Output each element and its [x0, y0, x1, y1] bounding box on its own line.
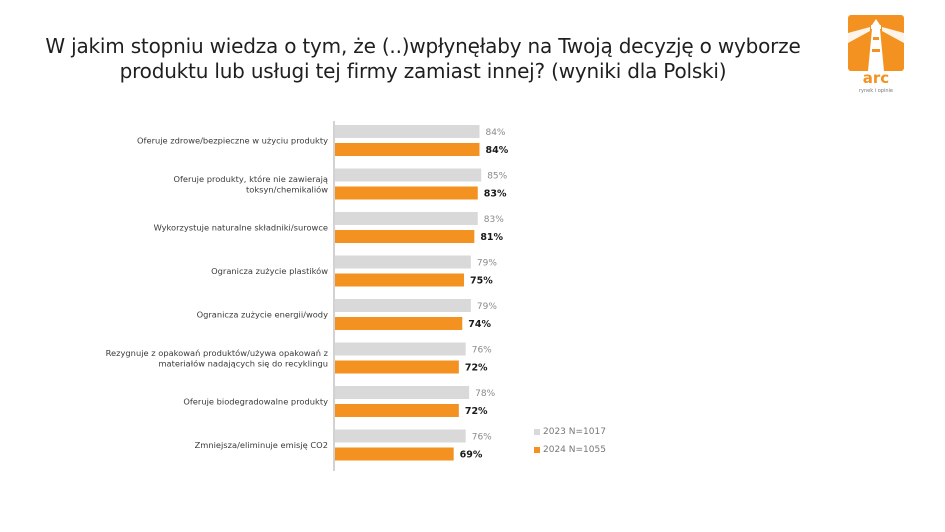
- bar-2024: [335, 360, 459, 374]
- bar-2023: [335, 386, 470, 399]
- bar-2024: [335, 186, 478, 200]
- chart-title: W jakim stopniu wiedza o tym, że (..)wpł…: [28, 34, 818, 84]
- data-label-2024: 72%: [465, 363, 488, 374]
- legend-swatch-2023: [534, 428, 540, 435]
- category-label: Ogranicza zużycie energii/wody: [197, 310, 329, 320]
- category-label: Rezygnuje z opakowań produktów/używa opa…: [106, 348, 328, 369]
- data-label-2024: 81%: [480, 232, 503, 243]
- data-label-2023: 76%: [472, 346, 492, 356]
- arc-logo-graphic: arc rynek i opinie: [848, 15, 904, 94]
- bar-2023: [335, 212, 478, 225]
- legend-item-2024: 2024 N=1055: [534, 443, 606, 456]
- bar-2024: [335, 230, 475, 243]
- data-label-2023: 85%: [487, 172, 507, 182]
- category-label: Wykorzystuje naturalne składniki/surowce: [154, 223, 328, 233]
- data-label-2024: 72%: [465, 406, 488, 417]
- bar-2024: [335, 143, 480, 156]
- bar-2023: [335, 168, 482, 182]
- data-label-2024: 69%: [460, 450, 483, 461]
- bar-2023: [335, 342, 466, 356]
- arc-logo: arc rynek i opinie: [846, 15, 906, 95]
- legend-swatch-2024: [534, 446, 540, 453]
- data-label-2023: 79%: [477, 302, 497, 312]
- legend-item-2023: 2023 N=1017: [534, 425, 606, 438]
- category-label: Oferuje produkty, które nie zawierają tok…: [173, 174, 328, 195]
- category-label: Ogranicza zużycie plastików: [211, 266, 328, 276]
- bar-2023: [335, 429, 466, 443]
- data-label-2023: 76%: [472, 433, 492, 443]
- category-label: Zmniejsza/eliminuje emisję CO2: [195, 440, 328, 450]
- bar-2023: [335, 125, 480, 138]
- bar-2023: [335, 255, 471, 269]
- bar-2023: [335, 299, 471, 312]
- bar-2024: [335, 404, 459, 417]
- data-label-2024: 84%: [485, 145, 508, 156]
- data-label-2024: 75%: [470, 276, 493, 287]
- data-label-2023: 83%: [484, 215, 504, 225]
- bar-2024: [335, 317, 463, 330]
- data-label-2024: 74%: [468, 319, 491, 330]
- chart-legend: 2023 N=1017 2024 N=1055: [534, 425, 606, 461]
- data-label-2023: 79%: [477, 259, 497, 269]
- legend-label-2024: 2024 N=1055: [543, 444, 606, 455]
- bar-2024: [335, 447, 454, 461]
- chart-title-line-1: W jakim stopniu wiedza o tym, że (..)wpł…: [45, 34, 801, 58]
- legend-label-2023: 2023 N=1017: [543, 426, 606, 437]
- bar-2024: [335, 273, 464, 287]
- data-label-2024: 83%: [484, 189, 507, 200]
- logo-tagline: rynek i opinie: [859, 88, 893, 94]
- data-label-2023: 84%: [485, 128, 505, 138]
- category-label: Oferuje zdrowe/bezpieczne w użyciu produ…: [137, 136, 328, 146]
- data-label-2023: 78%: [475, 389, 495, 399]
- category-label: Oferuje biodegradowalne produkty: [183, 397, 328, 407]
- logo-wordmark: arc: [863, 69, 889, 87]
- chart-title-line-2: produktu lub usługi tej firmy zamiast in…: [119, 59, 727, 83]
